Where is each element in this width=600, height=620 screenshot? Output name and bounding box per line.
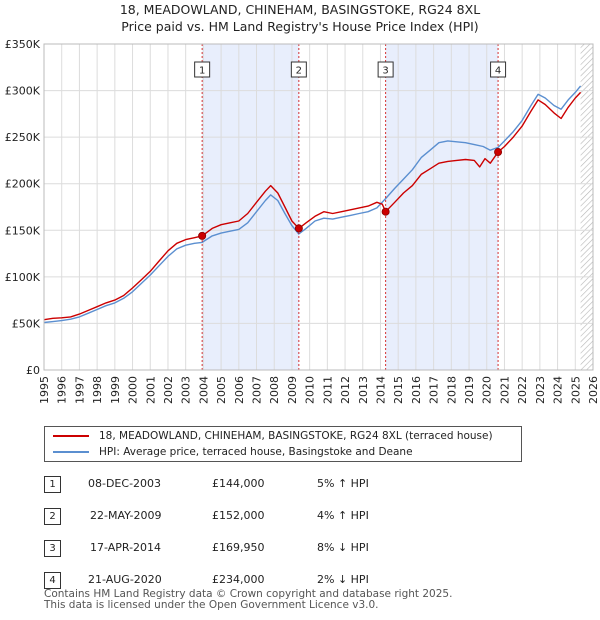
footer-licence: This data is licensed under the Open Gov…: [44, 599, 379, 611]
chart-subtitle: Price paid vs. HM Land Registry's House …: [121, 19, 479, 34]
x-tick-label: 1998: [91, 376, 104, 404]
legend-label-hpi: HPI: Average price, terraced house, Basi…: [99, 446, 413, 458]
x-tick-label: 1997: [73, 376, 86, 404]
x-tick-label: 2001: [144, 376, 157, 404]
x-tick-label: 2026: [587, 376, 600, 404]
x-tick-label: 2012: [339, 376, 352, 404]
y-tick-label: £200K: [5, 178, 41, 191]
row-date: 22-MAY-2009: [90, 509, 162, 522]
y-tick-label: £50K: [12, 317, 41, 330]
x-tick-label: 2018: [445, 376, 458, 404]
x-tick-label: 2005: [215, 376, 228, 404]
row-number-badge: 1: [44, 476, 61, 493]
legend-swatch-property: [53, 435, 89, 437]
x-tick-label: 2002: [162, 376, 175, 404]
x-tick-label: 2025: [569, 376, 582, 404]
table-row: 1 08-DEC-2003 £144,000 5% ↑ HPI: [44, 476, 464, 496]
x-tick-label: 2021: [498, 376, 511, 404]
table-row: 2 22-MAY-2009 £152,000 4% ↑ HPI: [44, 508, 464, 528]
y-tick-label: £350K: [5, 38, 41, 51]
legend-item-property: 18, MEADOWLAND, CHINEHAM, BASINGSTOKE, R…: [53, 428, 493, 444]
x-tick-label: 2007: [251, 376, 264, 404]
shaded-range: [385, 44, 499, 370]
transaction-label: 4: [495, 66, 501, 77]
y-tick-label: £300K: [5, 85, 41, 98]
transaction-label-box: [490, 61, 507, 78]
legend-swatch-hpi: [53, 451, 89, 453]
legend-item-hpi: HPI: Average price, terraced house, Basi…: [53, 444, 413, 460]
plot-area: [44, 44, 593, 370]
row-hpi-diff: 2% ↓ HPI: [317, 573, 369, 586]
footer-copyright: Contains HM Land Registry data © Crown c…: [44, 588, 453, 600]
y-tick-label: £150K: [5, 224, 41, 237]
row-number-badge: 2: [44, 508, 61, 525]
row-price: £234,000: [212, 573, 265, 586]
row-price: £169,950: [212, 541, 265, 554]
x-tick-label: 1995: [38, 376, 51, 404]
x-tick-label: 2023: [534, 376, 547, 404]
transaction-point: [494, 148, 503, 157]
legend-label-property: 18, MEADOWLAND, CHINEHAM, BASINGSTOKE, R…: [99, 430, 493, 442]
footer: Contains HM Land Registry data © Crown c…: [44, 589, 452, 611]
y-tick-label: £100K: [5, 271, 41, 284]
y-tick-label: £0: [26, 364, 40, 377]
x-tick-label: 2006: [233, 376, 246, 404]
plot-border: [43, 43, 594, 371]
row-price: £144,000: [212, 477, 265, 490]
x-tick-label: 1999: [109, 376, 122, 404]
transaction-label-box: [290, 61, 307, 78]
row-date: 21-AUG-2020: [88, 573, 162, 586]
transaction-label: 2: [296, 66, 302, 77]
table-row: 4 21-AUG-2020 £234,000 2% ↓ HPI: [44, 572, 464, 592]
x-tick-label: 2017: [428, 376, 441, 404]
x-tick-label: 2019: [463, 376, 476, 404]
price-chart: 1 2 3 4 £0 £50K £100K £150K £200K £250K £300K £350…: [5, 38, 600, 404]
row-hpi-diff: 8% ↓ HPI: [317, 541, 369, 554]
row-date: 08-DEC-2003: [88, 477, 162, 490]
x-tick-label: 2024: [552, 376, 565, 404]
x-tick-label: 2015: [392, 376, 405, 404]
table-row: 3 17-APR-2014 £169,950 8% ↓ HPI: [44, 540, 464, 560]
x-tick-label: 2014: [374, 376, 387, 404]
row-hpi-diff: 4% ↑ HPI: [317, 509, 369, 522]
x-tick-label: 2022: [516, 376, 529, 404]
transaction-label-box: [377, 61, 394, 78]
transaction-label-box: [194, 61, 211, 78]
x-tick-label: 2016: [410, 376, 423, 404]
y-tick-label: £250K: [5, 131, 41, 144]
x-tick-label: 2020: [481, 376, 494, 404]
row-number-badge: 3: [44, 540, 61, 557]
x-tick-label: 2013: [357, 376, 370, 404]
hatched-region: [580, 44, 593, 370]
x-tick-label: 2009: [286, 376, 299, 404]
x-tick-label: 2010: [304, 376, 317, 404]
x-tick-label: 2003: [180, 376, 193, 404]
transaction-label: 3: [382, 66, 388, 77]
legend: 18, MEADOWLAND, CHINEHAM, BASINGSTOKE, R…: [44, 426, 522, 462]
x-tick-label: 2011: [321, 376, 334, 404]
row-hpi-diff: 5% ↑ HPI: [317, 477, 369, 490]
x-tick-label: 2008: [268, 376, 281, 404]
transaction-point: [381, 207, 390, 216]
transaction-point: [198, 231, 207, 240]
row-date: 17-APR-2014: [90, 541, 162, 554]
transaction-label: 1: [199, 66, 205, 77]
transaction-point: [294, 224, 303, 233]
chart-title: 18, MEADOWLAND, CHINEHAM, BASINGSTOKE, R…: [119, 2, 481, 17]
x-tick-label: 2000: [127, 376, 140, 404]
row-number-badge: 4: [44, 572, 61, 589]
series-line-hpi: [43, 85, 582, 324]
row-price: £152,000: [212, 509, 265, 522]
x-tick-label: 2004: [197, 376, 210, 404]
shaded-range: [202, 44, 299, 370]
x-tick-label: 1996: [56, 376, 69, 404]
